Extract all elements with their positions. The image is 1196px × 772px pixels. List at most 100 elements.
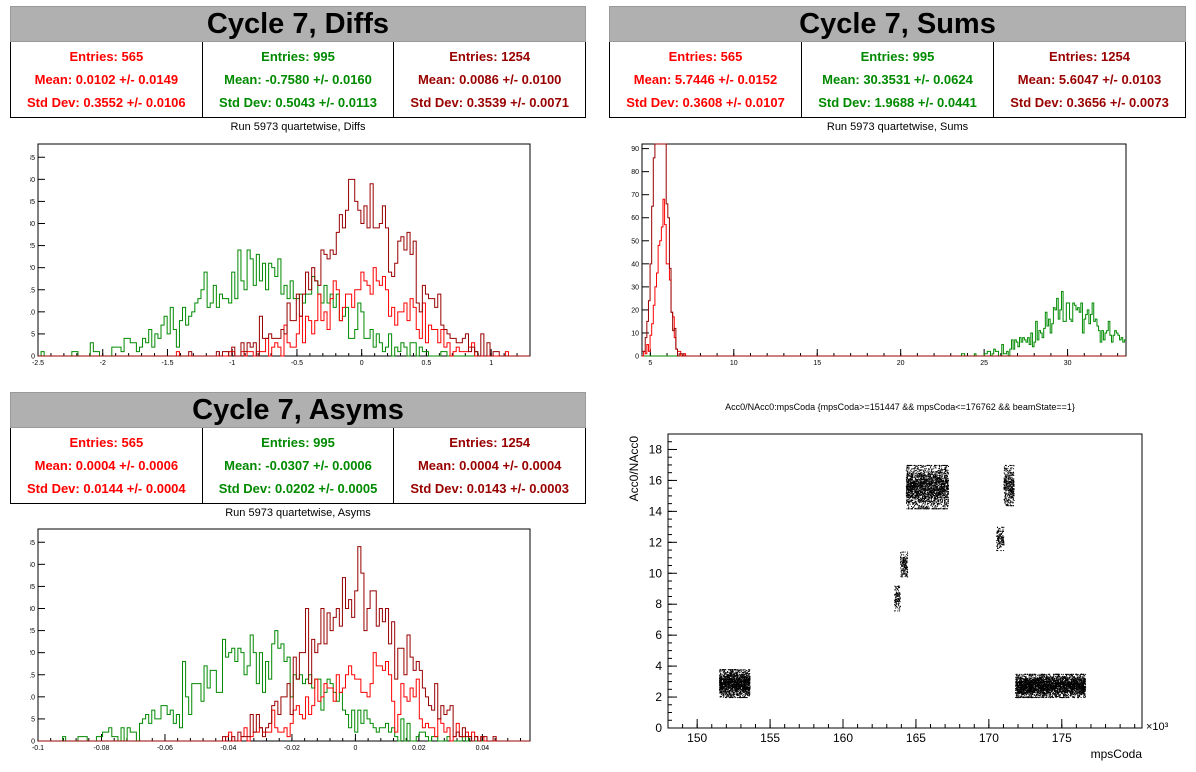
scatter-point [938,479,940,481]
scatter-point [917,476,919,478]
scatter-point [731,677,733,679]
scatter-point [946,487,948,489]
scatter-point [919,473,921,475]
scatter-point [934,471,936,473]
scatter-point [746,680,748,682]
scatter-point [936,489,938,491]
y-tick-label: 50 [631,238,639,245]
x-tick-label: 0 [360,360,364,367]
scatter-point [915,491,917,493]
scatter-point [733,682,735,684]
stat-std: Std Dev: 0.0144 +/- 0.0004 [27,481,186,496]
scatter-point [733,679,735,681]
scatter-point [722,669,724,671]
scatter-point [915,498,917,500]
scatter-point [920,473,922,475]
scatter-point [999,533,1001,535]
scatter-point [914,478,916,480]
scatter-point [727,694,729,696]
scatter-point [1010,485,1012,487]
scatter-point [1013,489,1015,491]
scatter-point [928,495,930,497]
scatter-point [934,473,936,475]
stat-mean: Mean: 5.7446 +/- 0.0152 [633,72,778,87]
scatter-point [912,489,914,491]
scatter-point [918,486,920,488]
scatter-point [904,551,906,553]
scatter-point [724,683,726,685]
scatter-point [901,562,903,564]
scatter-point [933,499,935,501]
scatter-point [916,486,918,488]
scatter-point [918,481,920,483]
scatter-point [996,532,998,534]
scatter-point [731,672,733,674]
scatter-point [936,487,938,489]
scatter-point [1009,483,1011,485]
scatter-point [926,486,928,488]
scatter-point [914,476,916,478]
scatter-point [911,490,913,492]
scatter-point [724,672,726,674]
stat-std: Std Dev: 0.3608 +/- 0.0107 [626,95,785,110]
scatter-point [938,477,940,479]
scatter-point [1004,502,1006,504]
scatter-point [743,671,745,673]
scatter-point [724,690,726,692]
scatter-point [910,500,912,502]
y-tick-label: 8 [655,597,662,611]
scatter-point [1004,478,1006,480]
scatter-point [735,693,737,695]
scatter-point [916,468,918,470]
scatter-point [1004,476,1006,478]
scatter-point [1010,473,1012,475]
scatter-point [900,554,902,556]
scatter-point [1011,465,1013,467]
scatter-point [894,601,896,603]
scatter-point [906,468,908,470]
scatter-point [739,687,741,689]
scatter-point [906,481,908,483]
scatter-point [910,478,912,480]
scatter-point [1005,493,1007,495]
scatter-point [939,502,941,504]
scatter-point [924,485,926,487]
scatter-point [900,559,902,561]
scatter-point [937,488,939,490]
scatter-point [748,669,750,671]
scatter-point [727,671,729,673]
scatter-point [922,473,924,475]
scatter-point [906,467,908,469]
x-tick-label: -1.5 [161,360,173,367]
scatter-point [921,508,923,510]
scatter-point [721,670,723,672]
scatter-point [740,678,742,680]
scatter-point [724,676,726,678]
scatter-point [908,485,910,487]
scatter-point [1010,485,1012,487]
scatter-point [999,542,1001,544]
scatter-point [933,481,935,483]
scatter-point [739,682,741,684]
scatter-point [723,683,725,685]
scatter-point [929,473,931,475]
scatter-point [997,536,999,538]
scatter-point [998,541,1000,543]
scatter-point [738,680,740,682]
scatter-point [923,480,925,482]
scatter-point [927,500,929,502]
scatter-point [1010,478,1012,480]
scatter-point [941,473,943,475]
scatter-point [934,475,936,477]
scatter-point [721,691,723,693]
scatter-point [908,490,910,492]
scatter-point [943,473,945,475]
scatter-point [909,483,911,485]
scatter-point [746,681,748,683]
scatter-point [898,598,900,600]
scatter-point [912,475,914,477]
scatter-point [1010,480,1012,482]
scatter-point [1003,550,1005,552]
scatter-point [929,502,931,504]
scatter-point [909,475,911,477]
